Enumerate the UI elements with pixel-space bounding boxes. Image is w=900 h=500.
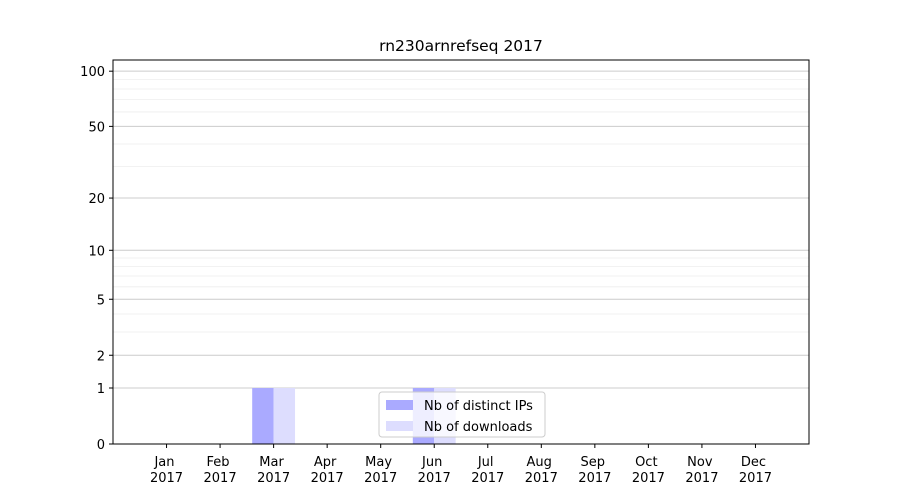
x-tick-label: Mar 2017 (257, 455, 290, 486)
legend-box (378, 391, 546, 438)
legend: Nb of distinct IPs Nb of downloads (378, 391, 546, 438)
bar (273, 388, 296, 444)
chart-title: rn230arnrefseq 2017 (379, 37, 543, 55)
x-tick-label: Dec 2017 (739, 455, 772, 486)
y-tick-label: 5 (97, 293, 105, 308)
y-tick-label: 2 (97, 349, 105, 364)
legend-swatch (386, 400, 413, 410)
y-tick-label: 20 (88, 192, 105, 207)
x-tick-label: Jul 2017 (471, 455, 504, 486)
y-tick-label: 1 (97, 382, 105, 397)
x-tick-label: May 2017 (364, 455, 397, 486)
y-tick-label: 10 (88, 244, 105, 259)
x-tick-label: Jan 2017 (150, 455, 183, 486)
legend-label: Nb of downloads (424, 420, 533, 435)
y-tick-label: 0 (97, 438, 105, 453)
x-tick-label: Jun 2017 (418, 455, 451, 486)
x-tick-label: Feb 2017 (204, 455, 237, 486)
y-tick-label: 50 (88, 120, 105, 135)
bar (252, 388, 274, 444)
legend-label: Nb of distinct IPs (424, 399, 533, 414)
plot-frame (112, 59, 810, 445)
x-tick-label: Aug 2017 (525, 455, 558, 486)
y-tick-label: 100 (80, 65, 105, 80)
legend-swatch (386, 421, 413, 431)
x-tick-label: Oct 2017 (632, 455, 665, 486)
x-tick-label: Apr 2017 (311, 455, 344, 486)
x-tick-label: Nov 2017 (685, 455, 718, 486)
x-tick-label: Sep 2017 (578, 455, 611, 486)
